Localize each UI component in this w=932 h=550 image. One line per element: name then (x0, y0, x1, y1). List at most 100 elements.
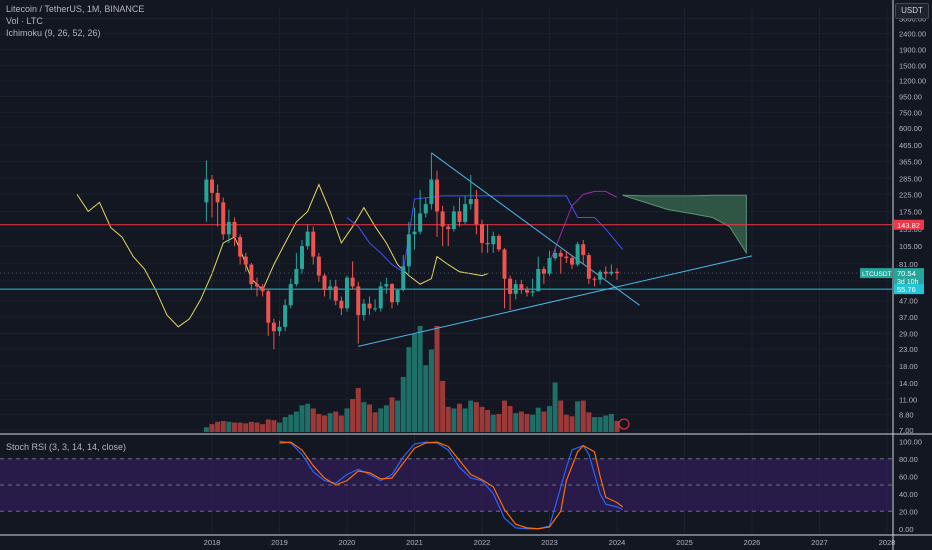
candle-body (558, 252, 563, 257)
candle-body (395, 290, 400, 303)
price-tick-label: 2400.00 (899, 30, 926, 39)
volume-bar (220, 421, 226, 432)
volume-bar (333, 411, 339, 432)
candle-body (384, 284, 389, 287)
time-tick-label: 2027 (811, 538, 828, 547)
volume-bar (445, 406, 451, 432)
volume-bar (473, 402, 479, 432)
volume-bar (496, 413, 502, 432)
candle-body (255, 284, 259, 287)
price-tick-label: 14.00 (899, 379, 918, 388)
ichimoku-legend: Ichimoku (9, 26, 52, 26) (6, 28, 101, 38)
price-tick-label: 225.00 (899, 190, 922, 199)
volume-bar (310, 408, 316, 432)
volume-bar (260, 424, 266, 432)
candle-body (502, 249, 507, 279)
symbol-title: Litecoin / TetherUS, 1M, BINANCE (6, 4, 145, 14)
volume-bar (350, 399, 356, 432)
volume-bar (389, 397, 395, 432)
candle-body (328, 286, 333, 291)
volume-bar (440, 380, 446, 432)
volume-bar (226, 421, 232, 432)
volume-bar (586, 412, 592, 432)
candle-body (530, 291, 535, 293)
volume-bar (378, 408, 384, 432)
ichimoku-cloud (622, 194, 747, 255)
stoch-rsi-legend: Stoch RSI (3, 3, 14, 14, close) (6, 442, 127, 452)
price-tick-label: 365.00 (899, 158, 922, 167)
candle-body (283, 305, 288, 327)
volume-bar (395, 400, 401, 432)
currency-button[interactable]: USDT (895, 3, 929, 19)
volume-bar (580, 400, 586, 432)
symbol-tag-label: LTCUSDT (862, 271, 892, 278)
candle-body (508, 278, 513, 294)
volume-bar (507, 406, 513, 432)
volume-bar (547, 406, 552, 432)
candle-body (238, 237, 243, 257)
candle-body (457, 211, 462, 222)
price-tag (894, 268, 924, 287)
volume-bar (423, 365, 429, 432)
price-tag (894, 284, 924, 295)
volume-bar (552, 382, 558, 432)
stoch-tick-label: 80.00 (899, 455, 918, 464)
candle-body (288, 284, 293, 306)
candle-body (260, 286, 265, 292)
candle-body (232, 221, 237, 238)
stoch-tick-label: 20.00 (899, 507, 918, 516)
candle-body (322, 275, 327, 291)
price-tick-label: 465.00 (899, 141, 922, 150)
candle-body (210, 179, 214, 193)
candle-body (491, 235, 496, 245)
candle-body (451, 211, 456, 230)
volume-bar (597, 417, 603, 432)
volume-bar (434, 325, 440, 432)
volume-bar (299, 405, 305, 432)
ascending-trendline (358, 255, 753, 347)
candle-body (435, 179, 439, 212)
volume-bar (457, 403, 462, 432)
volume-legend: Vol · LTC (6, 16, 43, 26)
candle-body (339, 300, 344, 309)
candle-body (480, 224, 484, 243)
price-tag-label: 55.76 (897, 285, 916, 294)
volume-bar (282, 417, 288, 432)
candle-body (519, 284, 524, 291)
volume-bar (563, 414, 569, 432)
candle-body (345, 277, 349, 309)
ichimoku-lagging-span (76, 183, 488, 328)
candle-body (598, 271, 603, 280)
volume-bar (327, 413, 333, 432)
candle-body (463, 204, 468, 222)
symbol-tag (860, 268, 892, 279)
volume-bar (451, 408, 457, 432)
volume-bar (322, 415, 327, 432)
volume-bar (468, 400, 474, 432)
candle-body (249, 264, 254, 285)
volume-bar (428, 349, 434, 432)
volume-bar (248, 421, 254, 432)
volume-bar (592, 417, 597, 432)
candle-body (401, 266, 406, 291)
candle-body (485, 242, 490, 245)
price-tick-label: 1500.00 (899, 62, 926, 71)
candle-body (423, 204, 428, 214)
volume-bar (614, 421, 620, 432)
price-tick-label: 600.00 (899, 124, 922, 133)
stoch-tick-label: 60.00 (899, 472, 918, 481)
volume-bar (541, 411, 547, 432)
candle-body (429, 179, 434, 205)
price-tick-label: 8.80 (899, 410, 914, 419)
candle-body (300, 246, 304, 269)
candle-body (221, 202, 226, 235)
volume-bar (372, 412, 378, 432)
candle-body (513, 284, 518, 294)
volume-bar (530, 414, 536, 432)
candle-body (390, 284, 394, 303)
candle-body (609, 271, 614, 274)
candle-body (603, 271, 608, 274)
volume-bar (535, 407, 541, 432)
price-tick-label: 23.00 (899, 345, 918, 354)
